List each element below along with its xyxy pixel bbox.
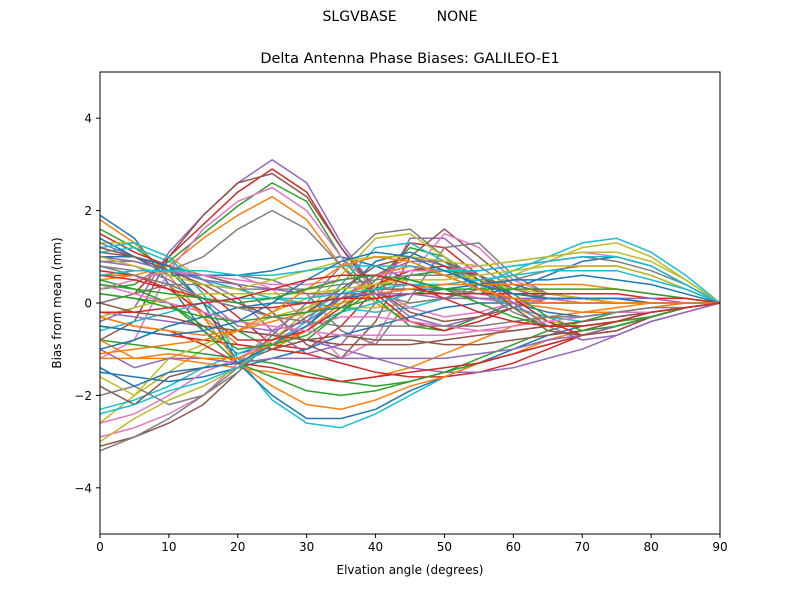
series-line-s64 [100,274,721,327]
series-line-s62 [99,256,720,355]
x-tick-label: 30 [299,540,314,554]
series-line-s60 [99,256,721,304]
x-tick-label: 70 [575,540,590,554]
x-tick-label: 90 [712,540,727,554]
x-tick-label: 80 [643,540,658,554]
y-tick-label: 2 [84,204,92,218]
y-axis-label: Bias from mean (mm) [50,237,64,368]
series-line-s56 [99,302,721,346]
x-axis-label: Elvation angle (degrees) [337,563,484,577]
y-tick-label: 4 [84,112,92,126]
series-line-s61 [99,251,720,337]
x-tick-label: 40 [368,540,383,554]
y-tick-label: 0 [84,297,92,311]
x-axis-ticks: 0 10 20 30 40 50 60 70 80 90 [96,534,728,554]
figure-suptitle: SLGVBASE NONE [322,9,478,25]
x-tick-label: 20 [230,540,245,554]
x-tick-label: 10 [161,540,176,554]
y-tick-label: −4 [74,481,92,495]
x-tick-label: 60 [506,540,521,554]
y-tick-label: −2 [74,389,92,403]
x-tick-label: 0 [96,540,104,554]
chart-title: Delta Antenna Phase Biases: GALILEO-E1 [260,51,559,67]
series-line-s37 [99,302,721,424]
y-axis-ticks: −4 −2 0 2 4 [74,112,100,495]
series-layer [99,159,721,452]
x-tick-label: 50 [437,540,452,554]
